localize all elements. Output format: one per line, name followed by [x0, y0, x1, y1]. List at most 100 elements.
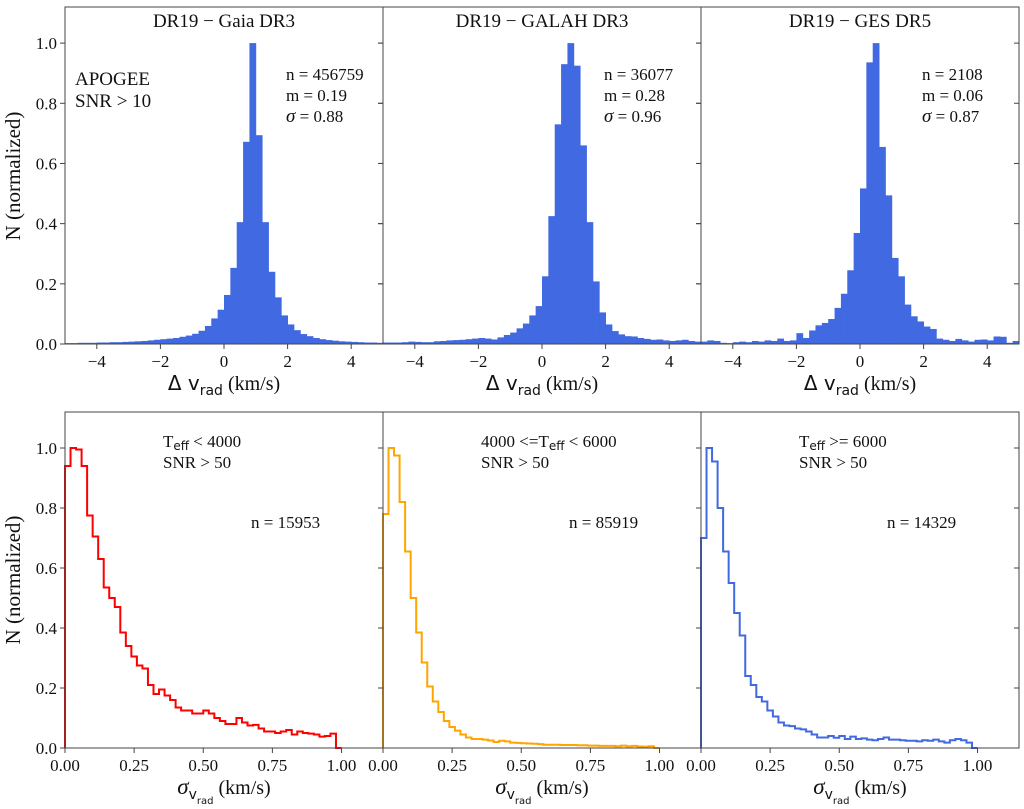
- histogram-bar: [802, 337, 810, 344]
- histogram-bar: [351, 341, 358, 344]
- histogram-bar: [440, 340, 447, 344]
- panel-title: DR19 − GES DR5: [789, 11, 931, 32]
- histogram-bar: [821, 322, 829, 344]
- histogram-bar: [866, 62, 874, 344]
- histogram-bar: [637, 337, 645, 344]
- x-tick-label: 0.75: [258, 756, 288, 775]
- x-axis-label: Δ vrad (km/s): [168, 371, 280, 399]
- step-histogram-line: [700, 447, 978, 749]
- histogram-bar: [999, 336, 1007, 344]
- histogram-bar: [580, 145, 587, 344]
- stat-mean: m = 0.28: [604, 86, 665, 105]
- histogram-bar: [262, 222, 269, 344]
- histogram-bar: [154, 339, 161, 344]
- histogram-bar: [739, 341, 746, 344]
- x-tick-label: 1.00: [327, 756, 357, 775]
- histogram-bar: [433, 341, 441, 344]
- y-tick-label: 0.2: [36, 679, 57, 698]
- x-tick-label: −4: [88, 352, 107, 371]
- x-tick-label: 1.00: [645, 756, 675, 775]
- histogram-bar: [898, 276, 905, 344]
- histogram-bar: [554, 124, 562, 345]
- histogram-bar: [313, 337, 320, 344]
- histogram-bar: [376, 342, 384, 344]
- histogram-bar: [618, 334, 626, 344]
- panel-title: DR19 − Gaia DR3: [153, 11, 295, 32]
- histogram-bar: [713, 340, 721, 344]
- histogram-bar: [90, 342, 98, 344]
- histogram-bar: [586, 222, 594, 344]
- stat-mean: m = 0.19: [286, 86, 347, 105]
- y-tick-label: 0.2: [36, 275, 57, 294]
- x-axis-label: Δ vrad (km/s): [804, 371, 916, 399]
- histogram-bar: [904, 304, 912, 344]
- x-tick-label: 0.75: [576, 756, 606, 775]
- x-tick-label: 0.50: [506, 756, 536, 775]
- histogram-bar: [115, 342, 123, 344]
- histogram-bar: [535, 306, 543, 344]
- histogram-bar: [599, 312, 606, 344]
- y-tick-label: 1.0: [36, 439, 57, 458]
- x-tick-label: 0: [856, 352, 865, 371]
- histogram-bar: [109, 342, 117, 344]
- histogram-bar: [338, 341, 346, 344]
- histogram-bar: [319, 339, 327, 344]
- stat-n: n = 14329: [887, 513, 956, 532]
- histogram-bar: [828, 319, 835, 344]
- histogram-bar: [370, 342, 378, 344]
- histogram-bar: [363, 342, 371, 344]
- x-axis-label: Δ vrad (km/s): [486, 371, 598, 399]
- x-tick-label: 0: [220, 352, 229, 371]
- x-tick-label: 0.50: [824, 756, 854, 775]
- histogram-bar: [732, 342, 740, 344]
- histogram-bar: [217, 309, 225, 344]
- histogram-bar: [230, 267, 238, 344]
- stat-sigma: σ = 0.88: [286, 106, 343, 127]
- x-tick-label: 0.25: [755, 756, 785, 775]
- x-axis-label: σvrad (km/s): [495, 774, 588, 807]
- x-tick-label: 0: [538, 352, 547, 371]
- histogram-bar: [204, 325, 212, 344]
- histogram-bar: [459, 339, 467, 344]
- histogram-bar: [567, 43, 575, 344]
- stat-n: n = 456759: [286, 65, 364, 84]
- histogram-bar: [949, 340, 956, 344]
- histogram-bar: [211, 318, 219, 344]
- histogram-bar: [96, 342, 104, 344]
- histogram-bar: [770, 340, 778, 344]
- histogram-bar: [510, 332, 517, 344]
- annotation-snr: SNR > 50: [481, 453, 549, 472]
- histogram-bar: [745, 342, 753, 344]
- x-axis-label: σvrad (km/s): [177, 774, 270, 807]
- histogram-bar: [179, 336, 187, 344]
- histogram-bar: [980, 339, 988, 344]
- x-tick-label: 4: [983, 352, 992, 371]
- stat-sigma: σ = 0.96: [604, 106, 661, 127]
- stat-n: n = 15953: [251, 513, 320, 532]
- histogram-bar: [783, 340, 791, 344]
- histogram-bar: [198, 330, 206, 344]
- histogram-bar: [885, 195, 893, 344]
- annotation-teff: 4000 <=Teff < 6000: [481, 432, 617, 453]
- histogram-bar: [249, 43, 257, 344]
- panel-top-left: −4 −2 0 2 4 0.0 0.2 0.4 0.6 0.8 1.0 Δ vrad (km/s) DR…: [36, 6, 384, 399]
- histogram-bar: [325, 340, 333, 344]
- histogram-bar: [688, 340, 696, 344]
- x-tick-label: 0.00: [50, 756, 80, 775]
- histogram-bar: [974, 339, 982, 344]
- histogram-bar: [395, 342, 403, 344]
- stat-n: n = 85919: [569, 513, 638, 532]
- histogram-bar: [611, 331, 619, 344]
- histogram-bar: [936, 338, 944, 344]
- histogram-bar: [77, 342, 85, 344]
- histogram-bar: [516, 328, 524, 344]
- histogram-bar: [834, 307, 842, 344]
- histogram-bar: [414, 341, 422, 344]
- histogram-bar: [548, 216, 556, 344]
- histogram-bar: [147, 340, 155, 344]
- histogram-bar: [446, 340, 454, 344]
- x-tick-label: −2: [787, 352, 805, 371]
- histogram-bar: [122, 341, 129, 344]
- x-axis-label: σvrad (km/s): [813, 774, 906, 807]
- histogram-bar: [491, 339, 498, 344]
